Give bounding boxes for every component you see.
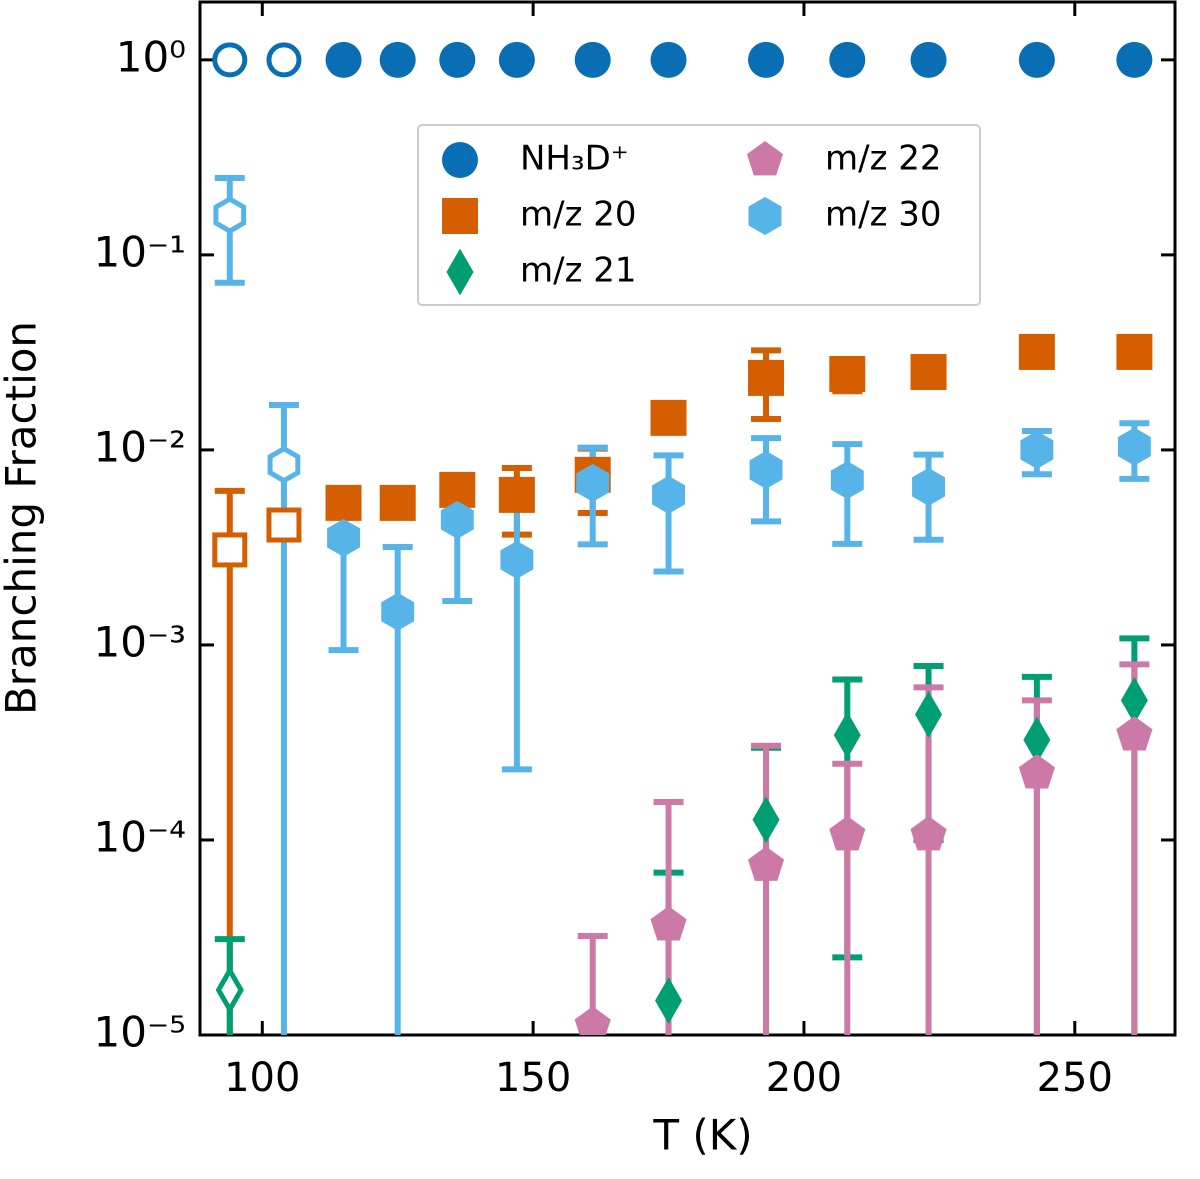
y-tick-label: 10⁰ [116, 32, 186, 81]
data-point [574, 1006, 611, 1035]
data-point [327, 518, 360, 557]
data-point [910, 353, 947, 390]
y-tick-label: 10⁻² [94, 422, 186, 471]
error-bar [832, 760, 863, 1035]
data-point [379, 41, 416, 78]
data-point [212, 532, 248, 568]
data-point [650, 399, 687, 436]
data-point [650, 41, 687, 78]
data-point [749, 450, 783, 489]
legend-marker [748, 197, 782, 235]
y-tick-label: 10⁻⁴ [94, 812, 186, 861]
data-point [912, 467, 945, 506]
error-bar [268, 401, 299, 1035]
x-tick-label: 100 [224, 1055, 300, 1101]
error-bar [913, 684, 944, 1035]
data-point [747, 846, 785, 881]
legend-label: m/z 20 [520, 195, 637, 235]
data-point [655, 977, 683, 1025]
legend-marker [442, 142, 478, 178]
data-point [498, 476, 535, 513]
y-tick-label: 10⁻¹ [94, 227, 186, 276]
data-point [325, 484, 362, 521]
data-point [748, 41, 785, 78]
data-point [1116, 716, 1153, 751]
data-point [381, 592, 415, 631]
data-point [1117, 427, 1151, 466]
data-point [266, 507, 302, 543]
data-point [833, 711, 861, 759]
data-point [266, 42, 302, 78]
data-point [212, 42, 248, 78]
data-point [574, 41, 611, 78]
legend-box [417, 124, 981, 306]
legend-marker [746, 141, 784, 176]
data-point [215, 965, 244, 1015]
legend-label: m/z 30 [825, 195, 942, 235]
error-bar [751, 742, 782, 1035]
data-point [915, 691, 943, 738]
data-point [652, 475, 685, 514]
data-point [576, 463, 610, 502]
data-point [829, 41, 866, 78]
data-point [829, 816, 866, 851]
legend-label: NH₃D⁺ [520, 139, 629, 179]
data-point [213, 196, 247, 234]
plot-frame [198, 0, 1177, 1037]
data-point [439, 41, 476, 78]
data-point [267, 445, 301, 484]
data-point [1116, 333, 1153, 370]
legend-label: m/z 21 [520, 251, 637, 291]
plot-area [212, 41, 1153, 1035]
legend-label: m/z 22 [825, 139, 942, 179]
data-point [910, 816, 947, 851]
y-tick-label: 10⁻⁵ [94, 1008, 186, 1057]
x-axis-label: T (K) [652, 1111, 752, 1160]
data-point [1018, 41, 1055, 78]
data-point [1116, 41, 1153, 78]
data-point [748, 359, 785, 396]
y-tick-label: 10⁻³ [94, 617, 186, 666]
data-point [440, 500, 474, 539]
data-point [379, 484, 416, 521]
data-point [829, 356, 866, 393]
y-axis-label: Branching Fraction [0, 321, 46, 715]
data-point [752, 796, 780, 844]
data-point [1020, 430, 1054, 469]
legend-marker [446, 248, 474, 296]
data-point [325, 41, 362, 78]
x-tick-label: 250 [1037, 1055, 1113, 1101]
legend-marker [442, 198, 478, 234]
data-point [650, 906, 687, 941]
data-point [1018, 333, 1055, 370]
data-point [1120, 676, 1148, 724]
data-point [830, 461, 864, 500]
data-point [1023, 716, 1051, 764]
data-point [500, 540, 534, 579]
data-point [910, 41, 947, 78]
x-tick-label: 200 [766, 1055, 842, 1101]
data-point [1018, 754, 1055, 789]
data-point [498, 41, 535, 78]
x-tick-label: 150 [495, 1055, 571, 1101]
